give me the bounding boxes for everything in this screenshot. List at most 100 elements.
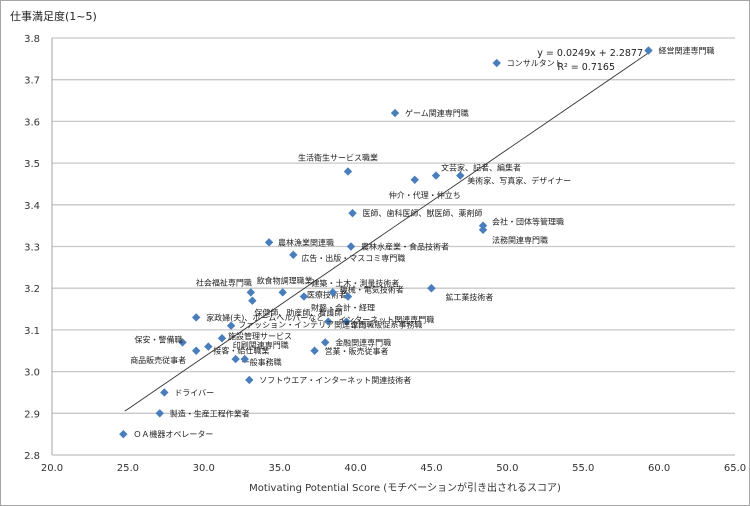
data-point-label: 製造・生産工程作業者 bbox=[170, 408, 250, 418]
trendline-r2: R² = 0.7165 bbox=[557, 62, 615, 73]
x-tick-label: 50.0 bbox=[496, 463, 518, 474]
data-point-label: 法務関連専門職 bbox=[492, 235, 548, 245]
data-point bbox=[390, 108, 400, 118]
y-tick-label: 3.6 bbox=[24, 117, 40, 128]
data-point-label: ファッション・インテリア関連専門職 bbox=[238, 320, 374, 330]
x-tick-label: 45.0 bbox=[420, 463, 442, 474]
data-point bbox=[431, 171, 441, 180]
y-tick-label: 3.5 bbox=[24, 159, 40, 170]
data-point bbox=[245, 375, 254, 385]
data-point bbox=[217, 334, 227, 343]
data-point bbox=[644, 46, 653, 55]
y-tick-label: 3.2 bbox=[24, 284, 40, 295]
data-point bbox=[191, 313, 201, 322]
data-point bbox=[204, 342, 213, 351]
data-point-label: 医療技術者 bbox=[307, 290, 347, 300]
y-tick-label: 3.8 bbox=[24, 34, 40, 45]
data-point bbox=[343, 292, 353, 301]
data-point-label: ＯＡ機器オペレーター bbox=[133, 429, 213, 439]
data-point bbox=[346, 242, 356, 251]
data-point-label: 企画・販促系事務職 bbox=[350, 320, 422, 330]
data-point bbox=[321, 338, 330, 347]
data-point-label: インターネット関連専門職 bbox=[338, 315, 434, 325]
data-point bbox=[342, 317, 351, 326]
data-point-label: 営業・販売従事者 bbox=[325, 346, 389, 356]
data-point bbox=[410, 175, 419, 184]
data-point bbox=[456, 171, 465, 180]
data-point-label: ソフトウエア・インターネット関連技術者 bbox=[259, 375, 411, 385]
data-point-label: 農林水産業・食品技術者 bbox=[361, 242, 449, 252]
x-axis-title: Motivating Potential Score (モチベーションが引き出さ… bbox=[249, 483, 561, 494]
data-point bbox=[343, 167, 353, 176]
data-point-label: 家政婦(夫)、ホームヘルパーなど bbox=[206, 312, 324, 322]
data-point bbox=[264, 238, 274, 247]
data-point bbox=[119, 429, 128, 439]
data-point-label: 一般事務職 bbox=[242, 357, 282, 367]
y-axis-title: 仕事満足度(1~5) bbox=[10, 10, 97, 23]
data-point-label: 財務・会計・経理 bbox=[311, 303, 375, 313]
data-point bbox=[160, 388, 169, 397]
data-point-label: 接客・給仕職業 bbox=[213, 346, 269, 356]
data-point bbox=[248, 296, 257, 305]
y-tick-label: 2.9 bbox=[24, 409, 40, 420]
data-point-label: 医師、歯科医師、獣医師、薬剤師 bbox=[363, 208, 483, 218]
data-point-label: 文芸家、記者、編集者 bbox=[441, 163, 521, 173]
x-tick-label: 35.0 bbox=[269, 463, 291, 474]
data-point-label: 社会福祉専門職 bbox=[196, 277, 252, 287]
data-point bbox=[191, 346, 201, 355]
data-point bbox=[492, 58, 501, 68]
x-tick-label: 20.0 bbox=[41, 463, 63, 474]
x-tick-label: 40.0 bbox=[344, 463, 366, 474]
data-point-label: 商品販売従事者 bbox=[130, 355, 186, 365]
data-point bbox=[299, 292, 309, 301]
x-tick-label: 25.0 bbox=[117, 463, 139, 474]
data-point-label: 保安・警備職 bbox=[135, 334, 183, 344]
data-point bbox=[231, 354, 240, 364]
trendline-equation: y = 0.0249x + 2.2877 bbox=[537, 48, 643, 59]
data-point-label: 仲介・代理・仲立ち bbox=[389, 190, 461, 200]
data-point bbox=[178, 338, 187, 347]
y-tick-label: 3.1 bbox=[24, 326, 40, 337]
data-point-label: 金融関連専門職 bbox=[335, 337, 391, 347]
data-point-label: 経営関連専門職 bbox=[658, 46, 714, 56]
data-point-label: 農林漁業関連職 bbox=[278, 237, 334, 247]
data-point-label: 保健師、助産師、看護師 bbox=[254, 308, 342, 318]
data-point bbox=[289, 250, 298, 260]
data-point bbox=[226, 321, 236, 330]
x-tick-label: 60.0 bbox=[648, 463, 670, 474]
y-tick-label: 3.3 bbox=[24, 243, 40, 254]
data-point-label: 広告・出版・マスコミ専門職 bbox=[301, 253, 405, 263]
y-tick-label: 3.0 bbox=[24, 368, 40, 379]
data-point bbox=[240, 354, 249, 364]
x-tick-label: 55.0 bbox=[572, 463, 594, 474]
data-point-label: 飲食物調理職業 bbox=[257, 275, 313, 285]
data-point bbox=[427, 284, 436, 293]
data-point-label: 生活衛生サービス職業 bbox=[298, 152, 378, 162]
trendline bbox=[124, 52, 649, 412]
data-point bbox=[155, 409, 164, 418]
data-point-label: 建築・土木・測量技術者 bbox=[311, 278, 399, 288]
data-point-label: 機械・電気技術者 bbox=[340, 284, 404, 294]
data-point bbox=[328, 288, 337, 297]
data-point-label: ゲーム関連専門職 bbox=[405, 108, 469, 118]
data-point bbox=[246, 288, 256, 297]
data-point bbox=[478, 225, 488, 235]
y-tick-label: 3.7 bbox=[24, 76, 40, 87]
x-tick-label: 65.0 bbox=[724, 463, 746, 474]
data-point-label: 美術家、写真家、デザイナー bbox=[467, 176, 571, 186]
data-point-label: 印刷関連専門職 bbox=[233, 340, 289, 350]
data-point-label: 鉱工業技術者 bbox=[445, 292, 493, 302]
data-point-label: コンサルタント bbox=[507, 59, 563, 68]
data-point-label: 施設管理サービス bbox=[228, 331, 292, 341]
x-tick-label: 30.0 bbox=[193, 463, 215, 474]
y-tick-label: 3.4 bbox=[24, 201, 40, 212]
data-point bbox=[310, 346, 319, 355]
data-point bbox=[278, 288, 287, 297]
data-point bbox=[324, 317, 333, 326]
data-point bbox=[348, 208, 357, 218]
data-point-label: ドライバー bbox=[174, 388, 214, 397]
data-point-label: 会社・団体等管理職 bbox=[492, 217, 564, 227]
y-tick-label: 2.8 bbox=[24, 451, 40, 462]
